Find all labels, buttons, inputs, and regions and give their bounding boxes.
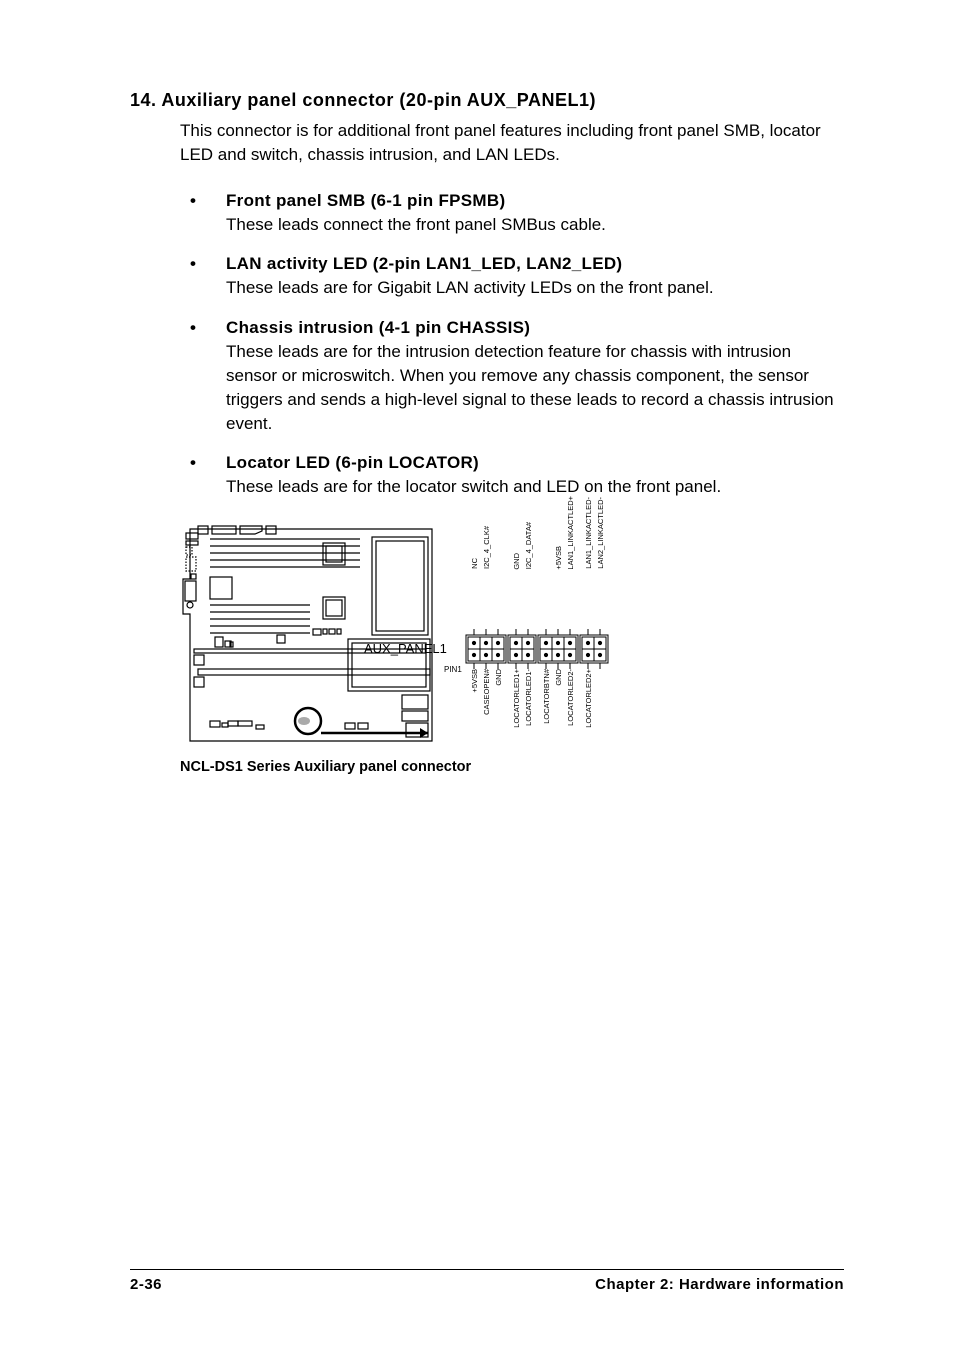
bullet-content: Front panel SMB (6-1 pin FPSMB) These le… [226, 191, 844, 237]
section-title-text: Auxiliary panel connector (20-pin AUX_PA… [161, 90, 596, 110]
pin-label: +5VSB [554, 546, 563, 570]
pin-label: I2C_4_DATA# [524, 522, 533, 569]
pin1-label: PIN1 [444, 665, 462, 674]
bullet-title: Locator LED (6-pin LOCATOR) [226, 453, 844, 473]
pin-label: +5VSB [470, 669, 479, 693]
bullet-desc: These leads are for the locator switch a… [226, 475, 844, 499]
pin-label: LOCATORBTN# [542, 669, 551, 724]
motherboard-diagram [180, 519, 442, 753]
bullet-item: • LAN activity LED (2-pin LAN1_LED, LAN2… [180, 254, 844, 300]
bullet-item: • Locator LED (6-pin LOCATOR) These lead… [180, 453, 844, 499]
pin-label: GND [494, 669, 503, 686]
bullet-marker: • [180, 318, 226, 435]
pin-label: LAN1_LINKACTLED- [584, 497, 593, 569]
bullet-title: Front panel SMB (6-1 pin FPSMB) [226, 191, 844, 211]
bullet-content: Chassis intrusion (4-1 pin CHASSIS) Thes… [226, 318, 844, 435]
pin-label: GND [554, 669, 563, 686]
section-intro: This connector is for additional front p… [180, 119, 844, 167]
connector-label: AUX_PANEL1 [364, 641, 447, 656]
bullet-marker: • [180, 453, 226, 499]
pin-header-diagram: AUX_PANEL1 PIN1 NCI2C_4_CLK#GNDI2C_4_DAT… [464, 619, 634, 679]
page-footer: 2-36 Chapter 2: Hardware information [130, 1269, 844, 1293]
diagram-container: AUX_PANEL1 PIN1 NCI2C_4_CLK#GNDI2C_4_DAT… [180, 519, 844, 753]
bullet-list: • Front panel SMB (6-1 pin FPSMB) These … [180, 191, 844, 500]
page-number: 2-36 [130, 1276, 162, 1293]
pin-label: CASEOPEN# [482, 669, 491, 715]
bullet-content: Locator LED (6-pin LOCATOR) These leads … [226, 453, 844, 499]
bullet-desc: These leads are for Gigabit LAN activity… [226, 276, 844, 300]
section-heading: 14. Auxiliary panel connector (20-pin AU… [130, 90, 844, 111]
bullet-title: Chassis intrusion (4-1 pin CHASSIS) [226, 318, 844, 338]
chapter-label: Chapter 2: Hardware information [595, 1276, 844, 1293]
pin-label: NC [470, 558, 479, 569]
pin-label: GND [512, 553, 521, 570]
pin-label: LOCATORLED1+ [512, 669, 521, 728]
pin-label: LOCATORLED2+ [584, 669, 593, 728]
pin-label: LAN2_LINKACTLED- [596, 497, 605, 569]
diagram-caption: NCL-DS1 Series Auxiliary panel connector [180, 759, 844, 775]
pin-label: LOCATORLED2- [566, 669, 575, 726]
bullet-item: • Front panel SMB (6-1 pin FPSMB) These … [180, 191, 844, 237]
bullet-title: LAN activity LED (2-pin LAN1_LED, LAN2_L… [226, 254, 844, 274]
bullet-content: LAN activity LED (2-pin LAN1_LED, LAN2_L… [226, 254, 844, 300]
bullet-desc: These leads are for the intrusion detect… [226, 340, 844, 435]
section-number: 14. [130, 90, 157, 110]
bullet-marker: • [180, 191, 226, 237]
bullet-desc: These leads connect the front panel SMBu… [226, 213, 844, 237]
pin-label: LOCATORLED1- [524, 669, 533, 726]
bullet-marker: • [180, 254, 226, 300]
bullet-item: • Chassis intrusion (4-1 pin CHASSIS) Th… [180, 318, 844, 435]
pin-label: LAN1_LINKACTLED+ [566, 496, 575, 570]
pin-label: I2C_4_CLK# [482, 526, 491, 569]
